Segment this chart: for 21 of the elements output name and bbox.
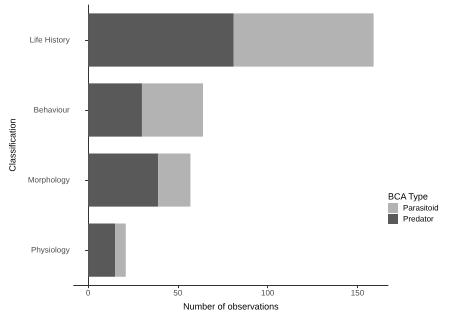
- y-tick-label: Life History: [30, 36, 70, 45]
- x-axis-title: Number of observations: [183, 302, 280, 312]
- x-tick-label: 50: [173, 288, 183, 298]
- bar: [88, 153, 158, 207]
- y-tick-label: Behaviour: [34, 106, 70, 115]
- bar: [88, 13, 234, 67]
- bar: [158, 153, 190, 207]
- legend-label: Parasitoid: [403, 204, 439, 212]
- bar: [88, 223, 116, 277]
- bar: [234, 13, 374, 67]
- y-axis-title: Classification: [8, 118, 18, 172]
- bar: [88, 83, 142, 137]
- bar: [115, 223, 126, 277]
- x-tick-label: 0: [86, 288, 91, 298]
- legend-title: BCA Type: [388, 192, 428, 202]
- y-tick-label: Morphology: [28, 176, 70, 185]
- y-tick-label: Physiology: [31, 246, 70, 255]
- x-tick-label: 150: [350, 288, 365, 298]
- x-tick-label: 100: [260, 288, 275, 298]
- legend-label: Predator: [403, 214, 434, 224]
- bar: [142, 83, 204, 137]
